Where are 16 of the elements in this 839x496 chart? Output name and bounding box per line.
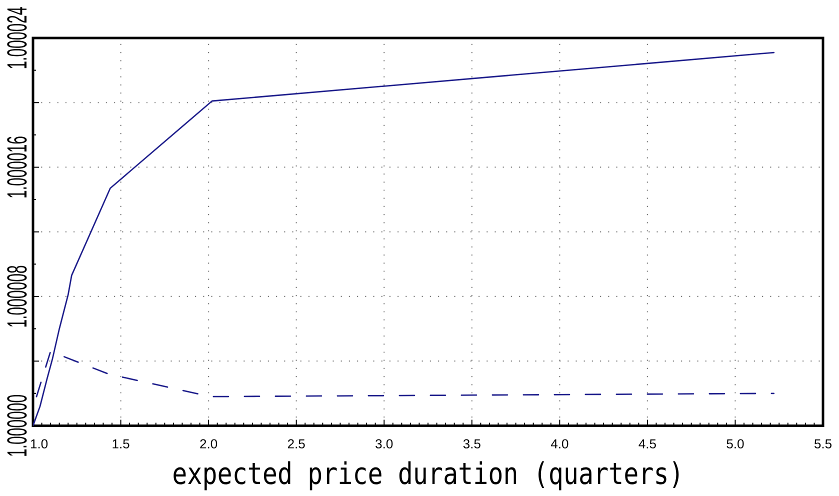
x-tick-label: 1.0: [30, 439, 48, 448]
y-tick-label: 1.000000: [7, 395, 27, 456]
x-tick-label: 4.5: [638, 439, 656, 448]
x-tick-label: 2.0: [200, 439, 218, 448]
x-tick-label: 5.5: [814, 439, 832, 448]
x-axis-title: expected price duration (quarters): [174, 461, 679, 490]
x-tick-label: 3.5: [463, 439, 480, 448]
line-series: [33, 52, 775, 426]
x-tick-label: 3.0: [376, 439, 393, 448]
y-tick-label: 1.000024: [7, 7, 27, 68]
x-tick-label: 5.0: [726, 439, 744, 448]
y-tick-label: 1.000008: [7, 266, 27, 327]
y-tick-label: 1.000016: [7, 136, 27, 198]
x-tick-label: 2.5: [288, 439, 305, 448]
x-tick-label: 1.5: [112, 439, 130, 448]
x-tick-label: 4.0: [550, 439, 568, 448]
